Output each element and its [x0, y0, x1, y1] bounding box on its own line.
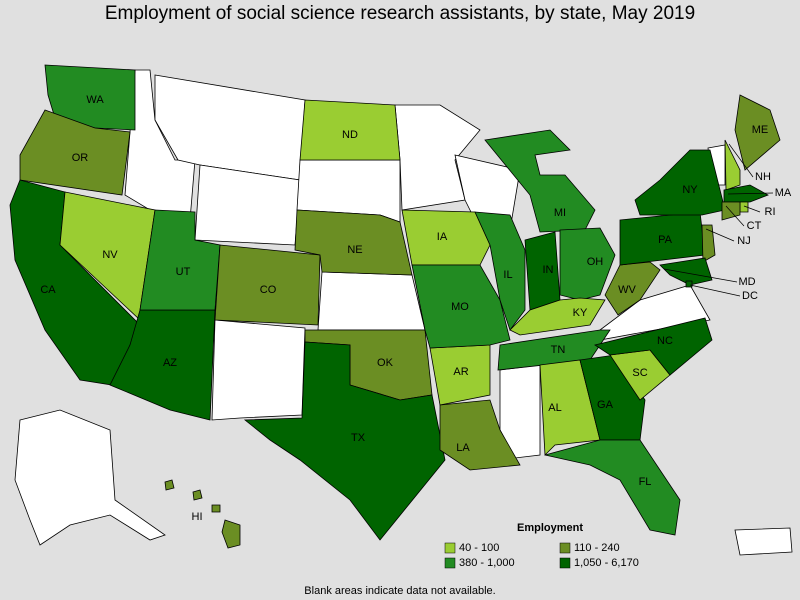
state-label: NJ — [737, 235, 750, 247]
state-label: MO — [451, 301, 469, 313]
state-label: TX — [351, 432, 366, 444]
state-label: IL — [503, 269, 512, 281]
legend: Employment 40 - 100 110 - 240 380 - 1,000 1… — [444, 522, 639, 569]
state-shape — [439, 399, 521, 471]
state-shape — [19, 109, 131, 196]
state-label: WA — [86, 94, 104, 106]
state-shape — [192, 489, 203, 501]
legend-swatch — [444, 542, 456, 554]
state-label: NC — [657, 335, 673, 347]
state-shape — [164, 479, 175, 491]
state-shape — [724, 139, 741, 191]
blank-state — [14, 409, 166, 546]
state-label: OH — [587, 256, 604, 268]
state-label: UT — [176, 266, 191, 278]
legend-label: 40 - 100 — [459, 542, 499, 554]
states: WA OR CA NV AZ UT CO ND NE IA OK TX AR LA MO IL IN MI OH KY… — [9, 64, 792, 549]
state-shape — [594, 317, 713, 376]
state-label: OR — [72, 152, 89, 164]
state-label: NY — [682, 184, 698, 196]
state-label: AR — [453, 366, 468, 378]
state-shape — [211, 504, 221, 513]
state-label: FL — [639, 476, 652, 488]
leader-line — [728, 143, 754, 178]
legend-swatch — [559, 542, 571, 554]
state-label: AZ — [163, 357, 177, 369]
legend-label: 1,050 - 6,170 — [574, 557, 639, 569]
state-shape — [685, 280, 693, 288]
blank-state — [394, 104, 481, 211]
legend-label: 110 - 240 — [574, 542, 620, 554]
state-label: AL — [548, 402, 561, 414]
blank-state — [124, 69, 196, 221]
leader-line — [663, 268, 738, 283]
state-label: NV — [102, 249, 118, 261]
state-label: LA — [456, 442, 470, 454]
map-title: Employment of social science research as… — [105, 3, 695, 24]
legend-title: Employment — [517, 522, 583, 534]
state-shape — [299, 99, 401, 161]
state-label: CA — [40, 284, 56, 296]
state-label: SC — [632, 367, 647, 379]
state-shape — [634, 149, 726, 216]
state-shape — [539, 359, 601, 456]
state-label: CT — [747, 220, 762, 232]
legend-label: 380 - 1,000 — [459, 557, 515, 569]
state-shape — [294, 209, 413, 276]
state-label: MD — [738, 276, 755, 288]
state-shape — [221, 519, 241, 549]
state-shape — [544, 439, 681, 536]
state-shape — [659, 257, 713, 286]
state-shape — [243, 341, 446, 541]
blank-states — [14, 69, 793, 556]
state-shape — [734, 94, 781, 171]
state-label: ND — [342, 129, 358, 141]
state-label: CO — [260, 284, 277, 296]
state-label: TN — [551, 344, 566, 356]
state-label: DC — [742, 290, 758, 302]
state-label: RI — [765, 206, 776, 218]
state-shape — [214, 244, 321, 326]
state-shape — [401, 209, 491, 266]
state-label: HI — [192, 511, 203, 523]
blank-state — [211, 319, 306, 421]
footnote: Blank areas indicate data not available. — [304, 585, 495, 597]
state-shape — [411, 264, 511, 349]
state-label: PA — [658, 234, 673, 246]
state-label: MI — [554, 207, 566, 219]
state-shape — [701, 224, 716, 263]
state-shape — [484, 129, 596, 233]
state-label: NE — [347, 244, 362, 256]
state-label: GA — [597, 399, 614, 411]
leader-line — [705, 228, 735, 242]
state-label: KY — [573, 307, 588, 319]
state-label: ME — [752, 124, 769, 136]
state-label: IN — [543, 264, 554, 276]
legend-swatch — [559, 557, 571, 569]
leader-line — [725, 205, 745, 227]
state-label: WV — [618, 284, 636, 296]
state-shape — [509, 297, 606, 336]
leader-line — [727, 192, 774, 195]
state-label: NH — [755, 171, 771, 183]
state-label: MA — [775, 187, 792, 199]
leader-line — [689, 284, 741, 297]
state-shape — [559, 227, 616, 301]
state-shape — [474, 211, 526, 331]
legend-swatch — [444, 557, 456, 569]
state-label: IA — [437, 231, 448, 243]
leader-line — [743, 205, 761, 213]
state-label: OK — [377, 357, 394, 369]
blank-state — [317, 271, 426, 331]
blank-state — [734, 527, 793, 556]
